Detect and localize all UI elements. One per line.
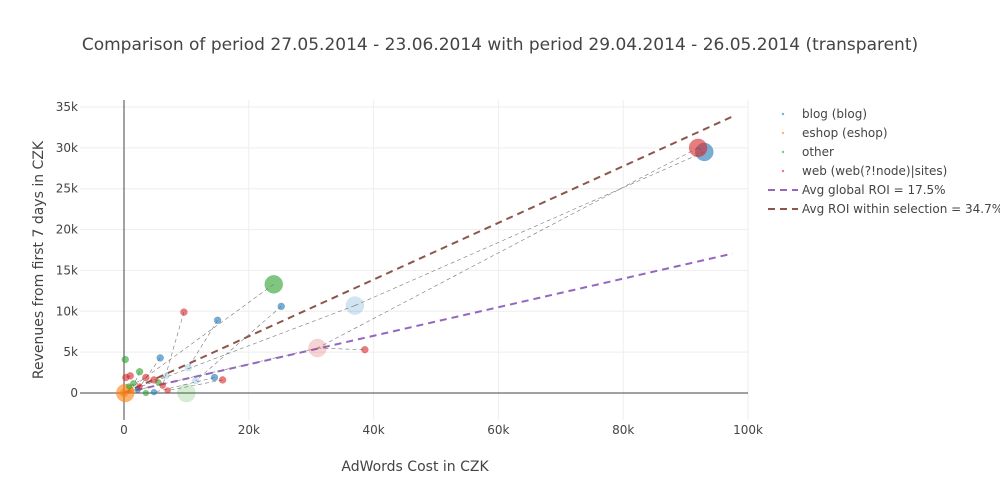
legend[interactable]: blog (blog) eshop (eshop) other web (web(?!… bbox=[768, 107, 1000, 216]
connector-line bbox=[188, 320, 218, 368]
data-point-series-4[interactable] bbox=[361, 345, 369, 354]
x-tick-label: 100k bbox=[733, 423, 763, 437]
y-tick-label: 5k bbox=[63, 345, 78, 359]
x-tick-label: 0 bbox=[120, 423, 128, 437]
data-point-series-2[interactable] bbox=[119, 388, 129, 398]
data-point-series-3[interactable] bbox=[135, 368, 144, 376]
connector-line bbox=[153, 377, 215, 393]
axes bbox=[80, 100, 748, 420]
connector-line bbox=[123, 305, 355, 394]
x-tick-label: 40k bbox=[362, 423, 384, 437]
data-point-series-1[interactable] bbox=[150, 388, 158, 396]
legend-item-series-2[interactable]: eshop (eshop) bbox=[781, 126, 888, 140]
y-axis-title: Revenues from first 7 days in CZK bbox=[31, 140, 47, 379]
connector-line bbox=[195, 306, 282, 381]
y-tick-label: 30k bbox=[56, 141, 78, 155]
connector-line bbox=[354, 151, 705, 306]
data-point-series-1[interactable] bbox=[345, 296, 365, 315]
data-point-series-3[interactable] bbox=[130, 379, 137, 387]
data-point-series-1[interactable] bbox=[184, 363, 193, 372]
legend-label: blog (blog) bbox=[802, 107, 867, 121]
y-tick-label: 35k bbox=[56, 100, 78, 114]
legend-marker bbox=[781, 150, 785, 154]
legend-marker bbox=[781, 131, 785, 135]
data-point-series-3[interactable] bbox=[142, 389, 150, 397]
roi-line-1 bbox=[123, 252, 733, 394]
data-point-series-1[interactable] bbox=[277, 302, 285, 311]
chart-title: Comparison of period 27.05.2014 - 23.06.… bbox=[82, 35, 918, 55]
data-point-series-1[interactable] bbox=[156, 354, 164, 362]
legend-item-roi-1[interactable]: Avg global ROI = 17.5% bbox=[768, 183, 946, 197]
data-point-series-3[interactable] bbox=[264, 275, 284, 294]
data-point-series-3[interactable] bbox=[121, 355, 129, 364]
legend-label: Avg global ROI = 17.5% bbox=[802, 183, 946, 197]
data-point-series-4[interactable] bbox=[150, 376, 158, 384]
legend-label: eshop (eshop) bbox=[802, 126, 888, 140]
x-tick-label: 80k bbox=[612, 423, 634, 437]
data-point-series-4[interactable] bbox=[688, 138, 708, 158]
data-point-series-4[interactable] bbox=[164, 387, 171, 394]
legend-label: Avg ROI within selection = 34.7% bbox=[802, 202, 1000, 216]
data-point-series-4[interactable] bbox=[180, 308, 188, 316]
data-point-series-1[interactable] bbox=[163, 372, 170, 380]
legend-item-roi-2[interactable]: Avg ROI within selection = 34.7% bbox=[768, 202, 1000, 216]
y-tick-label: 20k bbox=[56, 223, 78, 237]
data-point-series-3[interactable] bbox=[177, 383, 196, 403]
connector-line bbox=[317, 147, 699, 349]
x-axis-title: AdWords Cost in CZK bbox=[341, 459, 489, 475]
data-point-series-4[interactable] bbox=[218, 376, 227, 384]
connector-line bbox=[167, 379, 223, 391]
legend-label: web (web(?!node)|sites) bbox=[802, 164, 947, 178]
data-point-series-4[interactable] bbox=[126, 372, 134, 380]
legend-marker bbox=[781, 112, 785, 116]
roi-line-2 bbox=[123, 115, 733, 394]
data-point-series-1[interactable] bbox=[210, 373, 219, 382]
x-tick-label: 20k bbox=[238, 423, 260, 437]
data-point-series-4[interactable] bbox=[136, 383, 143, 390]
y-tick-label: 10k bbox=[56, 304, 78, 318]
legend-item-series-3[interactable]: other bbox=[781, 145, 834, 159]
data-point-series-4[interactable] bbox=[308, 338, 327, 358]
roi-lines bbox=[123, 115, 733, 394]
data-point-series-1[interactable] bbox=[213, 316, 222, 325]
y-tick-label: 0 bbox=[70, 386, 78, 400]
data-point-series-1[interactable] bbox=[192, 376, 200, 385]
gridlines bbox=[80, 100, 749, 420]
connector-line bbox=[317, 347, 365, 350]
data-point-series-4[interactable] bbox=[159, 382, 166, 389]
data-points bbox=[115, 138, 714, 403]
connector-line bbox=[162, 312, 185, 386]
legend-item-series-4[interactable]: web (web(?!node)|sites) bbox=[781, 164, 947, 178]
y-tick-label: 25k bbox=[56, 182, 78, 196]
legend-label: other bbox=[802, 145, 834, 159]
data-point-series-4[interactable] bbox=[142, 373, 150, 382]
legend-marker bbox=[781, 169, 785, 173]
x-tick-label: 60k bbox=[487, 423, 509, 437]
tick-labels: 0 5k 10k 15k 20k 25k 30k 35k 0 20k 40k 60k 80k 100k bbox=[56, 100, 763, 437]
y-tick-label: 15k bbox=[56, 263, 78, 277]
data-point-series-3[interactable] bbox=[125, 383, 133, 390]
connector-line bbox=[123, 284, 274, 394]
legend-item-series-1[interactable]: blog (blog) bbox=[781, 107, 867, 121]
